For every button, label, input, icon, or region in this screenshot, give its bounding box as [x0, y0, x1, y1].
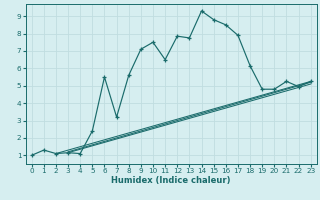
X-axis label: Humidex (Indice chaleur): Humidex (Indice chaleur): [111, 176, 231, 185]
